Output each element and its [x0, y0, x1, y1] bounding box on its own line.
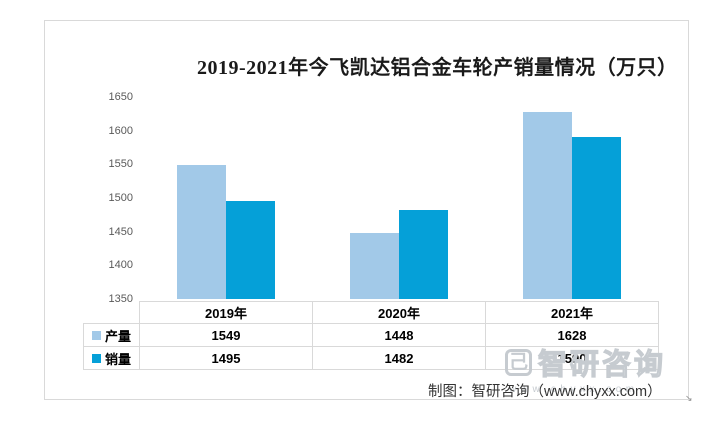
- production-legend-swatch-icon: [91, 330, 101, 340]
- y-axis: 1350 1400 1450 1500 1550 1600 1650: [45, 21, 133, 321]
- chart-credit-text: 制图：智研咨询（www.chyxx.com）: [428, 384, 662, 400]
- y-tick-label: 1400: [108, 259, 133, 272]
- legend-item-production: 产量: [83, 323, 140, 347]
- resize-handle-icon[interactable]: ↘: [685, 393, 693, 403]
- y-tick-label: 1650: [108, 91, 133, 103]
- bar-产量-2020年: [349, 233, 399, 299]
- bar-产量-2019年: [176, 165, 226, 299]
- bar-销量-2020年: [398, 210, 448, 299]
- y-tick-label: 1500: [108, 192, 133, 204]
- table-row-production: 产量 1549 1448 1628: [83, 323, 659, 347]
- y-tick-label: 1450: [108, 225, 133, 238]
- sales-legend-swatch-icon: [91, 353, 101, 363]
- legend-label-production: 产量: [104, 328, 131, 344]
- y-tick-label: 1350: [108, 293, 133, 305]
- chart-frame: 2019-2021年今飞凯达铝合金车轮产销量情况（万只） 1350 1400 145…: [44, 20, 693, 403]
- y-tick-label: 1600: [108, 124, 133, 137]
- table-header-2020: 2020年: [312, 301, 486, 324]
- table-cell-production-2019: 1549: [139, 323, 313, 347]
- table-cell-production-2020: 1448: [312, 323, 486, 347]
- table-row-sales: 销量 1495 1482 1590: [83, 346, 659, 370]
- table-cell-sales-2019: 1495: [139, 346, 313, 370]
- plot-area: [139, 21, 658, 301]
- bar-销量-2019年: [225, 201, 275, 299]
- chart-title: 2019-2021年今飞凯达铝合金车轮产销量情况（万只）: [197, 57, 678, 79]
- table-header-2021: 2021年: [485, 301, 659, 324]
- table-corner-blank: [84, 302, 140, 324]
- table-cell-production-2021: 1628: [485, 323, 659, 347]
- table-cell-sales-2020: 1482: [312, 346, 486, 370]
- chart-data-table: 2019年 2020年 2021年 产量 1549 1448 1628: [83, 301, 659, 370]
- bar-销量-2021年: [571, 137, 621, 299]
- legend-item-sales: 销量: [83, 346, 140, 370]
- legend-label-sales: 销量: [104, 351, 131, 367]
- table-header-2019: 2019年: [139, 301, 313, 324]
- table-cell-sales-2021: 1590: [485, 346, 659, 370]
- y-tick-label: 1550: [108, 158, 133, 171]
- bar-产量-2021年: [522, 111, 572, 299]
